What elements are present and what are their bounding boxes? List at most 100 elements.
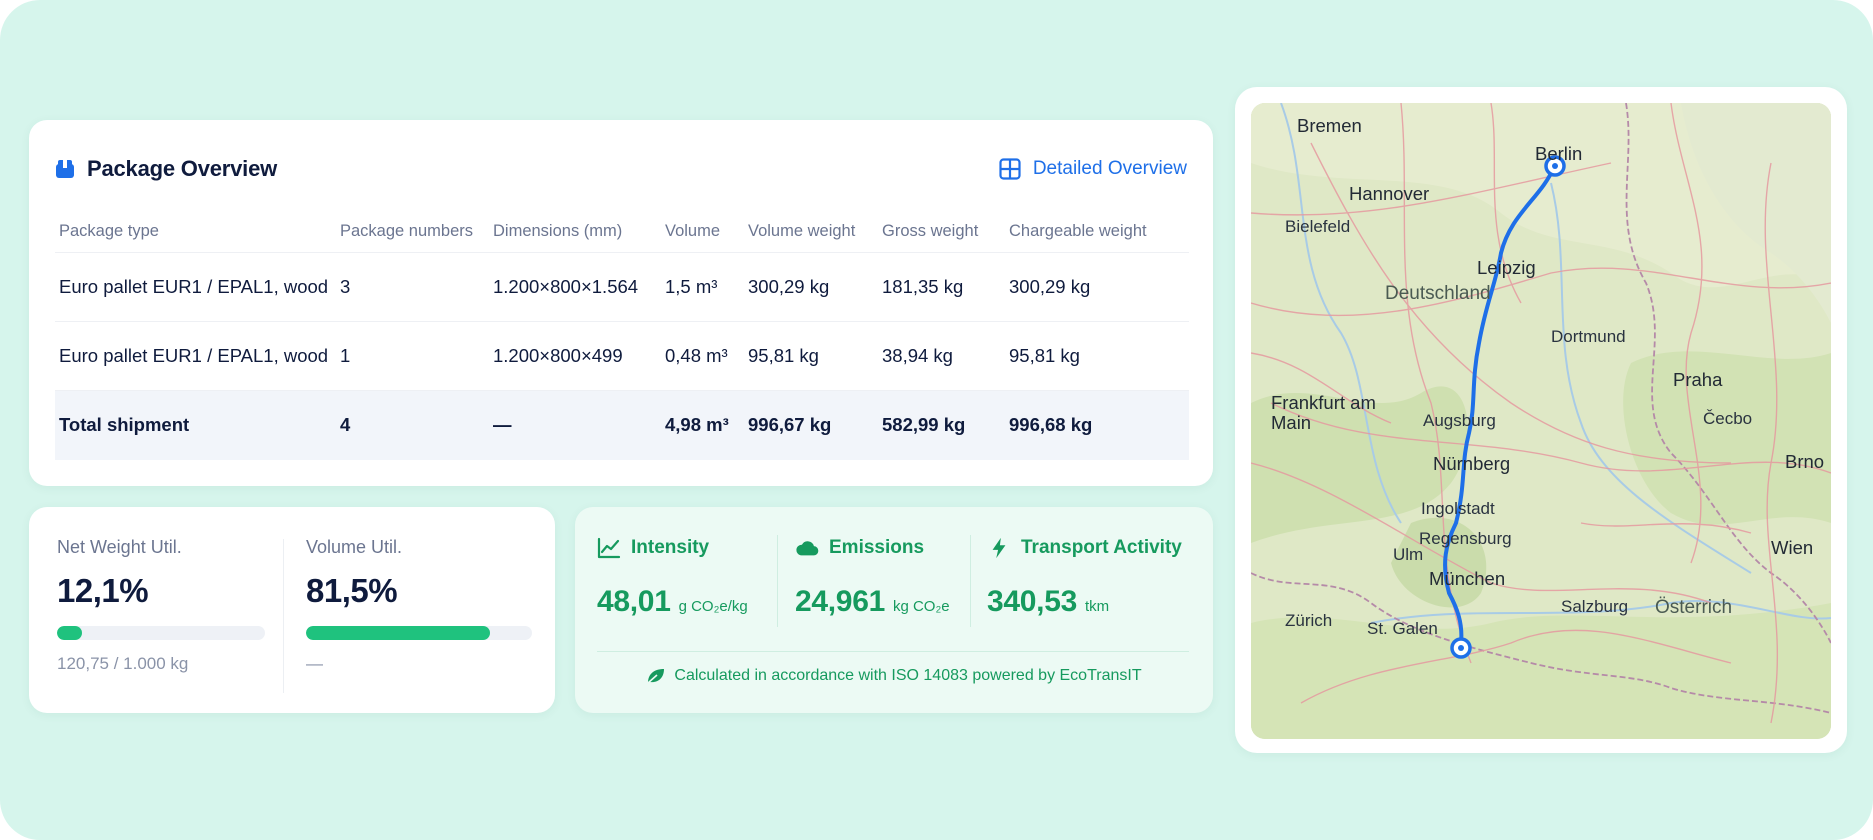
- table-cell: Euro pallet EUR1 / EPAL1, wood: [55, 321, 336, 391]
- city-label: Nürnberg: [1433, 453, 1511, 474]
- volume-progress-fill: [306, 626, 491, 640]
- emissions-card: Intensity 48,01 g CO₂e/kg Emissions 24,9…: [575, 507, 1213, 713]
- city-label-destination: München: [1429, 568, 1506, 589]
- table-cell: —: [489, 390, 661, 460]
- map-terrain: [1251, 103, 1831, 739]
- divider: [283, 539, 284, 693]
- detailed-overview-link[interactable]: Detailed Overview: [999, 158, 1187, 180]
- divider: [970, 535, 971, 627]
- table-cell: 1.200×800×1.564: [489, 252, 661, 322]
- table-cell: Euro pallet EUR1 / EPAL1, wood: [55, 252, 336, 322]
- table-cell: 1,5 m³: [661, 252, 744, 322]
- table-cell: 1: [336, 321, 489, 391]
- emissions-label: Emissions: [829, 537, 925, 558]
- table-cell: 1.200×800×499: [489, 321, 661, 391]
- city-label: Čecbo: [1703, 409, 1753, 428]
- transport-activity-metric: Transport Activity 340,53 tkm: [987, 537, 1182, 619]
- total-shipment-row: Total shipment 4 — 4,98 m³ 996,67 kg 582…: [55, 390, 1189, 460]
- table-header-row: Package type Package numbers Dimensions …: [55, 212, 1189, 253]
- net-weight-detail: 120,75 / 1.000 kg: [57, 654, 189, 673]
- net-weight-progress-fill: [57, 626, 83, 640]
- transport-activity-unit: tkm: [1084, 598, 1110, 615]
- package-icon: [56, 160, 74, 178]
- country-label: Deutschland: [1385, 283, 1491, 304]
- cloud-icon: [796, 541, 819, 556]
- table-cell: 300,29 kg: [744, 252, 878, 322]
- table-cell: 4,98 m³: [661, 390, 744, 460]
- city-label-origin: Berlin: [1535, 143, 1583, 164]
- city-label: Ingolstadt: [1421, 499, 1495, 518]
- column-header: Package numbers: [336, 212, 489, 253]
- package-overview-card: Package Overview Detailed Overview Packa…: [29, 120, 1213, 486]
- table-cell: Total shipment: [55, 390, 336, 460]
- intensity-label: Intensity: [631, 537, 710, 558]
- city-label: Brno: [1785, 451, 1825, 472]
- table-cell: 95,81 kg: [744, 321, 878, 391]
- emissions-value: 24,961: [795, 585, 885, 618]
- net-weight-util: Net Weight Util. 12,1% 120,75 / 1.000 kg: [57, 537, 265, 674]
- column-header: Volume: [661, 212, 744, 253]
- city-label: Dortmund: [1551, 327, 1626, 346]
- transport-activity-value: 340,53: [987, 585, 1077, 618]
- city-label: Bremen: [1297, 115, 1362, 136]
- city-label: Praha: [1673, 369, 1723, 390]
- volume-value: 81,5%: [306, 572, 398, 609]
- intensity-value: 48,01: [597, 585, 671, 618]
- city-label: Salzburg: [1561, 597, 1629, 616]
- table-cell: 582,99 kg: [878, 390, 1005, 460]
- table-cell: 996,68 kg: [1005, 390, 1189, 460]
- city-label: Frankfurt am Main: [1271, 392, 1376, 433]
- column-header: Chargeable weight: [1005, 212, 1189, 253]
- table-cell: 38,94 kg: [878, 321, 1005, 391]
- divider: [777, 535, 778, 627]
- table-row: Euro pallet EUR1 / EPAL1, wood 3 1.200×8…: [55, 252, 1189, 322]
- iso-footnote-text: Calculated in accordance with ISO 14083 …: [674, 667, 1142, 684]
- route-line: [1443, 165, 1556, 645]
- emissions-unit: kg CO₂e: [892, 598, 950, 615]
- country-label: Österrich: [1655, 597, 1733, 618]
- volume-progress: [306, 626, 532, 640]
- intensity-unit: g CO₂e/kg: [678, 598, 748, 615]
- city-label: Hannover: [1349, 183, 1430, 204]
- city-label: Zürich: [1285, 611, 1333, 630]
- city-label: Ulm: [1393, 545, 1424, 564]
- package-table: Package type Package numbers Dimensions …: [55, 212, 1189, 460]
- intensity-metric: Intensity 48,01 g CO₂e/kg: [597, 537, 748, 619]
- column-header: Package type: [55, 212, 336, 253]
- city-label: St. Galen: [1367, 619, 1438, 638]
- lightning-icon: [992, 537, 1006, 559]
- city-label: Leipzig: [1477, 257, 1536, 278]
- city-label: Wien: [1771, 537, 1814, 558]
- detailed-overview-label: Detailed Overview: [1032, 158, 1187, 179]
- package-overview-title: Package Overview: [55, 156, 277, 182]
- city-label: Bielefeld: [1285, 217, 1351, 236]
- utilization-card: Net Weight Util. 12,1% 120,75 / 1.000 kg…: [29, 507, 555, 713]
- table-cell: 0,48 m³: [661, 321, 744, 391]
- volume-label: Volume Util.: [306, 537, 403, 557]
- table-cell: 4: [336, 390, 489, 460]
- volume-detail: —: [306, 654, 323, 673]
- table-cell: 181,35 kg: [878, 252, 1005, 322]
- package-overview-title-text: Package Overview: [87, 156, 278, 181]
- table-cell: 996,67 kg: [744, 390, 878, 460]
- transport-activity-label: Transport Activity: [1021, 537, 1182, 558]
- city-label: Augsburg: [1423, 411, 1496, 430]
- table-row: Euro pallet EUR1 / EPAL1, wood 1 1.200×8…: [55, 321, 1189, 391]
- grid-icon: [999, 158, 1021, 180]
- net-weight-value: 12,1%: [57, 572, 149, 609]
- city-label: Regensburg: [1419, 529, 1512, 548]
- net-weight-label: Net Weight Util.: [57, 537, 182, 557]
- leaf-icon: [647, 669, 665, 684]
- net-weight-progress: [57, 626, 265, 640]
- column-header: Dimensions (mm): [489, 212, 661, 253]
- route-map-card: Bremen Berlin Hannover Leipzig Deutschla…: [1235, 87, 1847, 753]
- iso-footnote: Calculated in accordance with ISO 14083 …: [575, 667, 1213, 685]
- line-chart-icon: [597, 537, 621, 559]
- table-cell: 95,81 kg: [1005, 321, 1189, 391]
- emissions-metric: Emissions 24,961 kg CO₂e: [795, 537, 950, 619]
- table-cell: 300,29 kg: [1005, 252, 1189, 322]
- column-header: Gross weight: [878, 212, 1005, 253]
- column-header: Volume weight: [744, 212, 878, 253]
- table-cell: 3: [336, 252, 489, 322]
- route-map[interactable]: Bremen Berlin Hannover Leipzig Deutschla…: [1251, 103, 1831, 739]
